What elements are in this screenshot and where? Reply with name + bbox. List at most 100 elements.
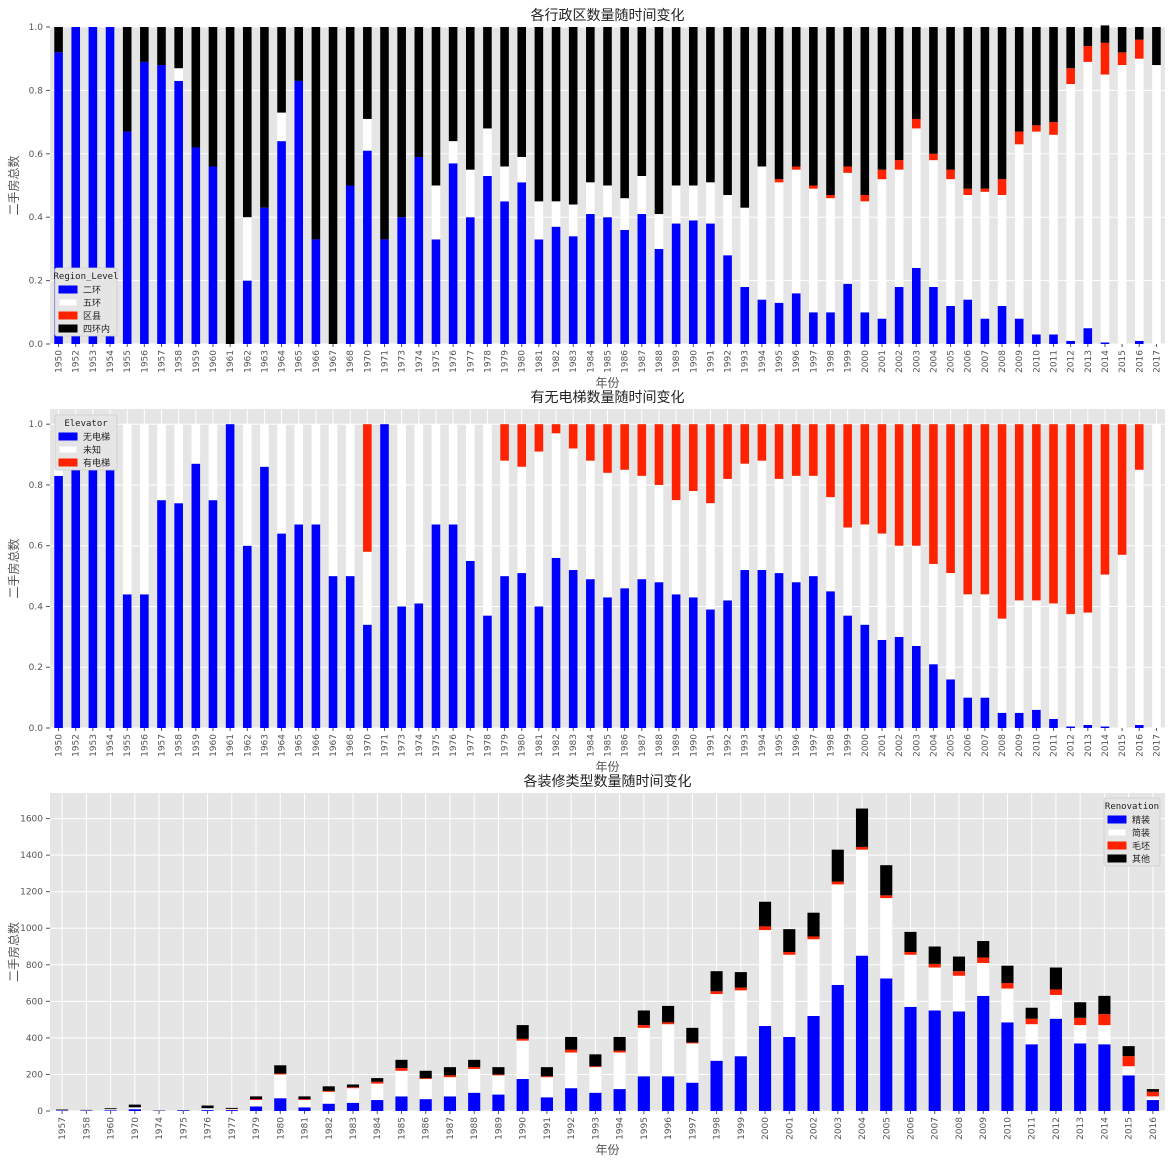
bar-毛坯-1997 [686,1042,699,1044]
bar-五环-2017 [1152,65,1161,344]
bar-精装-1981 [298,1107,311,1111]
bar-五环-2014 [1100,74,1110,343]
bar-四环内-2001 [877,27,887,170]
bar-其他-2011 [1025,1007,1038,1019]
bar-四环内-1987 [637,27,647,176]
bar-简装-2003 [831,884,844,985]
bar-四环内-1958 [174,27,183,69]
bar-无电梯-2013 [1083,724,1093,728]
bar-精装-2006 [904,1006,917,1111]
x-tick-label: 2001 [878,350,888,373]
bar-二环-2002 [894,286,904,344]
x-tick-label: 2007 [981,734,991,757]
y-tick-label: 200 [26,1070,43,1080]
bar-简装-1984 [371,1083,384,1101]
bar-未知-2011 [1049,603,1058,719]
bar-区县-1999 [843,166,852,173]
legend-label-精装: 精装 [1132,814,1150,826]
x-tick-label: 2009 [1015,734,1025,757]
bar-未知-1959 [191,424,201,464]
x-tick-label: 1991 [706,350,716,373]
x-tick-label: 2014 [1101,734,1111,757]
bar-毛坯-1988 [468,1067,481,1069]
bar-精装-1980 [274,1098,287,1111]
bar-二环-1988 [654,248,664,344]
bar-无电梯-1987 [637,579,647,728]
bar-五环-1987 [637,175,647,215]
bar-四环内-1982 [551,27,561,202]
x-axis-label: 年份 [595,1143,619,1157]
bar-未知-1977 [465,424,475,561]
legend-swatch-简装 [1107,828,1127,837]
bar-二环-1957 [157,65,166,344]
bar-精装-1960 [104,1110,117,1111]
bar-区县-2003 [911,118,921,129]
x-tick-label: 1973 [398,350,408,373]
bar-二环-2012 [1066,340,1075,344]
bar-毛坯-1983 [346,1087,360,1089]
bar-四环内-1964 [277,27,286,113]
bar-有电梯-1980 [517,424,527,467]
x-tick-label: 2006 [906,1117,916,1140]
x-tick-label: 2008 [955,1117,965,1140]
bar-五环-1990 [688,185,698,221]
bar-五环-1970 [363,118,372,151]
bar-无电梯-1998 [826,591,835,728]
bar-二环-1998 [826,312,835,344]
legend-swatch-二环 [58,285,78,294]
bar-未知-1999 [843,527,852,616]
bar-未知-1958 [174,424,183,504]
x-tick-label: 1963 [260,350,270,373]
bar-未知-1962 [242,424,252,546]
bar-区县-2014 [1100,42,1110,75]
bar-毛坯-2012 [1049,989,1062,995]
x-tick-label: 2001 [785,1117,795,1140]
x-tick-label: 2010 [1032,350,1042,373]
bar-有电梯-2016 [1134,424,1144,470]
bar-五环-2005 [946,179,955,306]
bar-四环内-1966 [311,27,321,240]
x-tick-label: 1990 [689,734,699,757]
bar-未知-2015 [1117,554,1127,728]
x-tick-label: 1986 [422,1117,432,1140]
x-tick-label: 1994 [758,734,768,757]
chart-3: 0 200 400 600 800 1000 1200 1400 1600 1957 1958 196… [6,774,1165,1157]
bar-无电梯-1956 [140,594,149,728]
bar-毛坯-1999 [734,987,747,991]
bar-二环-1997 [809,312,818,344]
bar-有电梯-2000 [860,424,870,525]
bar-简装-1990 [516,1040,529,1080]
bar-二环-1989 [671,223,681,344]
y-tick-label: 0.6 [29,542,44,552]
bar-未知-2009 [1014,600,1024,713]
bar-其他-2010 [1001,965,1014,984]
bar-毛坯-1981 [298,1099,311,1101]
bar-五环-1982 [551,201,561,227]
bar-四环内-1977 [465,27,475,170]
bar-简装-1988 [468,1068,481,1093]
x-tick-label: 1956 [140,350,150,373]
x-tick-label: 1979 [501,734,511,757]
x-tick-label: 1960 [107,1117,117,1140]
bar-毛坯-2010 [1001,983,1014,989]
bar-有电梯-1999 [843,424,852,528]
x-tick-label: 1988 [470,1117,480,1140]
bar-毛坯-2000 [758,926,772,931]
x-tick-label: 1957 [158,734,168,757]
bar-二环-1958 [174,80,183,344]
bar-无电梯-2010 [1032,709,1041,728]
bar-简装-1991 [540,1077,553,1098]
bar-精装-2009 [977,995,990,1111]
bar-五环-2007 [980,191,990,319]
x-tick-label: 1954 [106,350,116,373]
bar-四环内-2008 [997,27,1007,180]
x-tick-label: 1997 [688,1117,698,1140]
bar-有电梯-1984 [586,424,595,461]
bar-有电梯-1992 [723,424,732,479]
bar-有电梯-2005 [946,424,955,574]
bar-其他-2016 [1146,1089,1159,1092]
bar-有电梯-1996 [791,424,801,476]
bar-二环-2008 [997,305,1007,344]
bar-四环内-1956 [140,27,149,62]
